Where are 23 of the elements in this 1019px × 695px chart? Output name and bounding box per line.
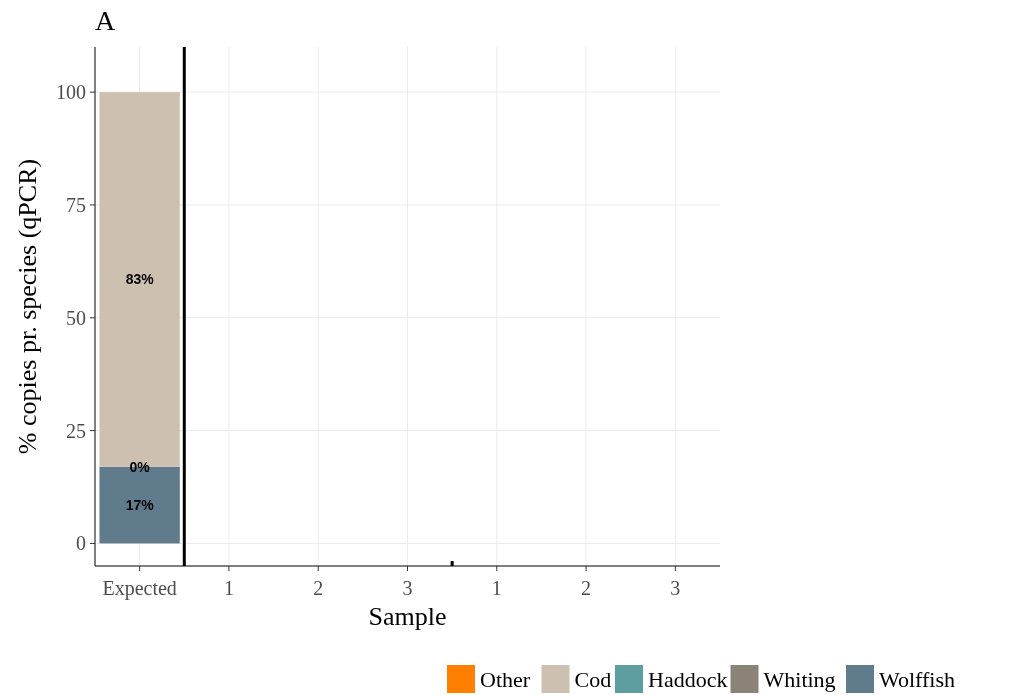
- legend-label: Whiting: [763, 667, 836, 692]
- x-tick-label: 2: [581, 577, 592, 599]
- y-tick-label: 50: [66, 306, 86, 329]
- y-tick-label: 75: [66, 193, 86, 216]
- x-tick-label: 3: [402, 577, 413, 599]
- annotation: 0%: [129, 458, 151, 475]
- data-label: 17%: [125, 497, 155, 514]
- y-tick-label: 100: [56, 81, 86, 104]
- x-tick-label: 1: [223, 577, 234, 599]
- legend-label: Other: [480, 667, 531, 692]
- x-tick-label: Expected: [102, 577, 177, 600]
- x-tick-label: 1: [491, 577, 502, 599]
- data-label: 83%: [125, 271, 155, 288]
- legend-label: Cod: [574, 667, 612, 692]
- legend-label: Wolffish: [879, 667, 956, 692]
- x-tick-label: 3: [670, 577, 681, 599]
- x-axis-title: Sample: [368, 602, 447, 631]
- chart-title: A: [95, 5, 116, 36]
- y-tick-label: 0: [76, 532, 86, 555]
- y-axis-title: % copies pr. species (qPCR): [13, 158, 42, 455]
- legend-label: Haddock: [648, 667, 728, 692]
- y-tick-label: 25: [66, 419, 86, 442]
- x-tick-label: 2: [313, 577, 324, 599]
